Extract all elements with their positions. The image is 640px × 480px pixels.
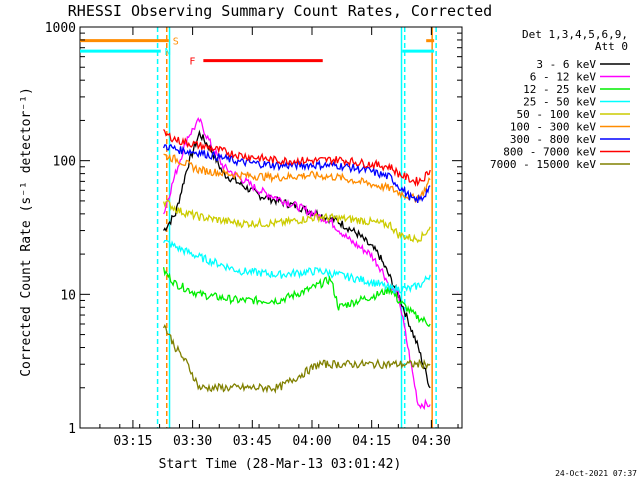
legend-title-line: Det 1,3,4,5,6,9, bbox=[522, 28, 628, 41]
legend-label: 300 - 800 keV bbox=[510, 133, 596, 146]
annotation-label-s: S bbox=[173, 37, 179, 48]
plot-frame bbox=[79, 26, 463, 429]
series-line-5 bbox=[163, 153, 431, 204]
plot-area bbox=[156, 27, 437, 428]
series-line-1 bbox=[163, 116, 431, 411]
legend-title-line: Att 0 bbox=[595, 40, 628, 53]
legend-label: 6 - 12 keV bbox=[530, 71, 597, 84]
series-line-8 bbox=[163, 323, 431, 394]
y-axis: 1 10 100 1000 bbox=[45, 21, 462, 437]
legend-label: 7000 - 15000 keV bbox=[490, 158, 596, 171]
x-tick-label: 04:15 bbox=[352, 434, 391, 449]
x-tick-label: 03:30 bbox=[173, 434, 212, 449]
x-axis-label: Start Time (28-Mar-13 03:01:42) bbox=[159, 457, 402, 472]
legend-label: 100 - 300 keV bbox=[510, 121, 596, 134]
annotation-label-f: F bbox=[189, 57, 195, 68]
legend-label: 25 - 50 keV bbox=[523, 96, 596, 109]
x-tick-label: 04:00 bbox=[292, 434, 331, 449]
legend-label: 50 - 100 keV bbox=[517, 108, 597, 121]
annotation-label-n: N bbox=[165, 47, 171, 58]
series-line-6 bbox=[162, 143, 431, 204]
y-tick-label: 10 bbox=[60, 288, 76, 303]
x-tick-label: 03:45 bbox=[233, 434, 272, 449]
x-axis: 03:15 03:30 03:45 04:00 04:15 04:30 bbox=[79, 27, 459, 449]
legend-label: 800 - 7000 keV bbox=[503, 146, 596, 159]
series-line-3 bbox=[163, 239, 431, 294]
legend-label: 12 - 25 keV bbox=[523, 83, 596, 96]
legend-label: 3 - 6 keV bbox=[536, 58, 596, 71]
series-line-7 bbox=[163, 129, 431, 187]
y-tick-label: 1000 bbox=[45, 21, 76, 36]
state-annotations: SN F bbox=[80, 37, 435, 68]
y-tick-label: 100 bbox=[53, 155, 76, 170]
y-axis-label: Corrected Count Rate (s⁻¹ detector⁻¹) bbox=[19, 87, 34, 377]
chart-title: RHESSI Observing Summary Count Rates, Co… bbox=[68, 2, 492, 20]
x-tick-label: 03:15 bbox=[113, 434, 152, 449]
y-tick-label: 1 bbox=[68, 422, 76, 437]
series-line-4 bbox=[162, 200, 431, 244]
x-tick-label: 04:30 bbox=[412, 434, 451, 449]
timestamp: 24-Oct-2021 07:37 bbox=[555, 469, 637, 478]
